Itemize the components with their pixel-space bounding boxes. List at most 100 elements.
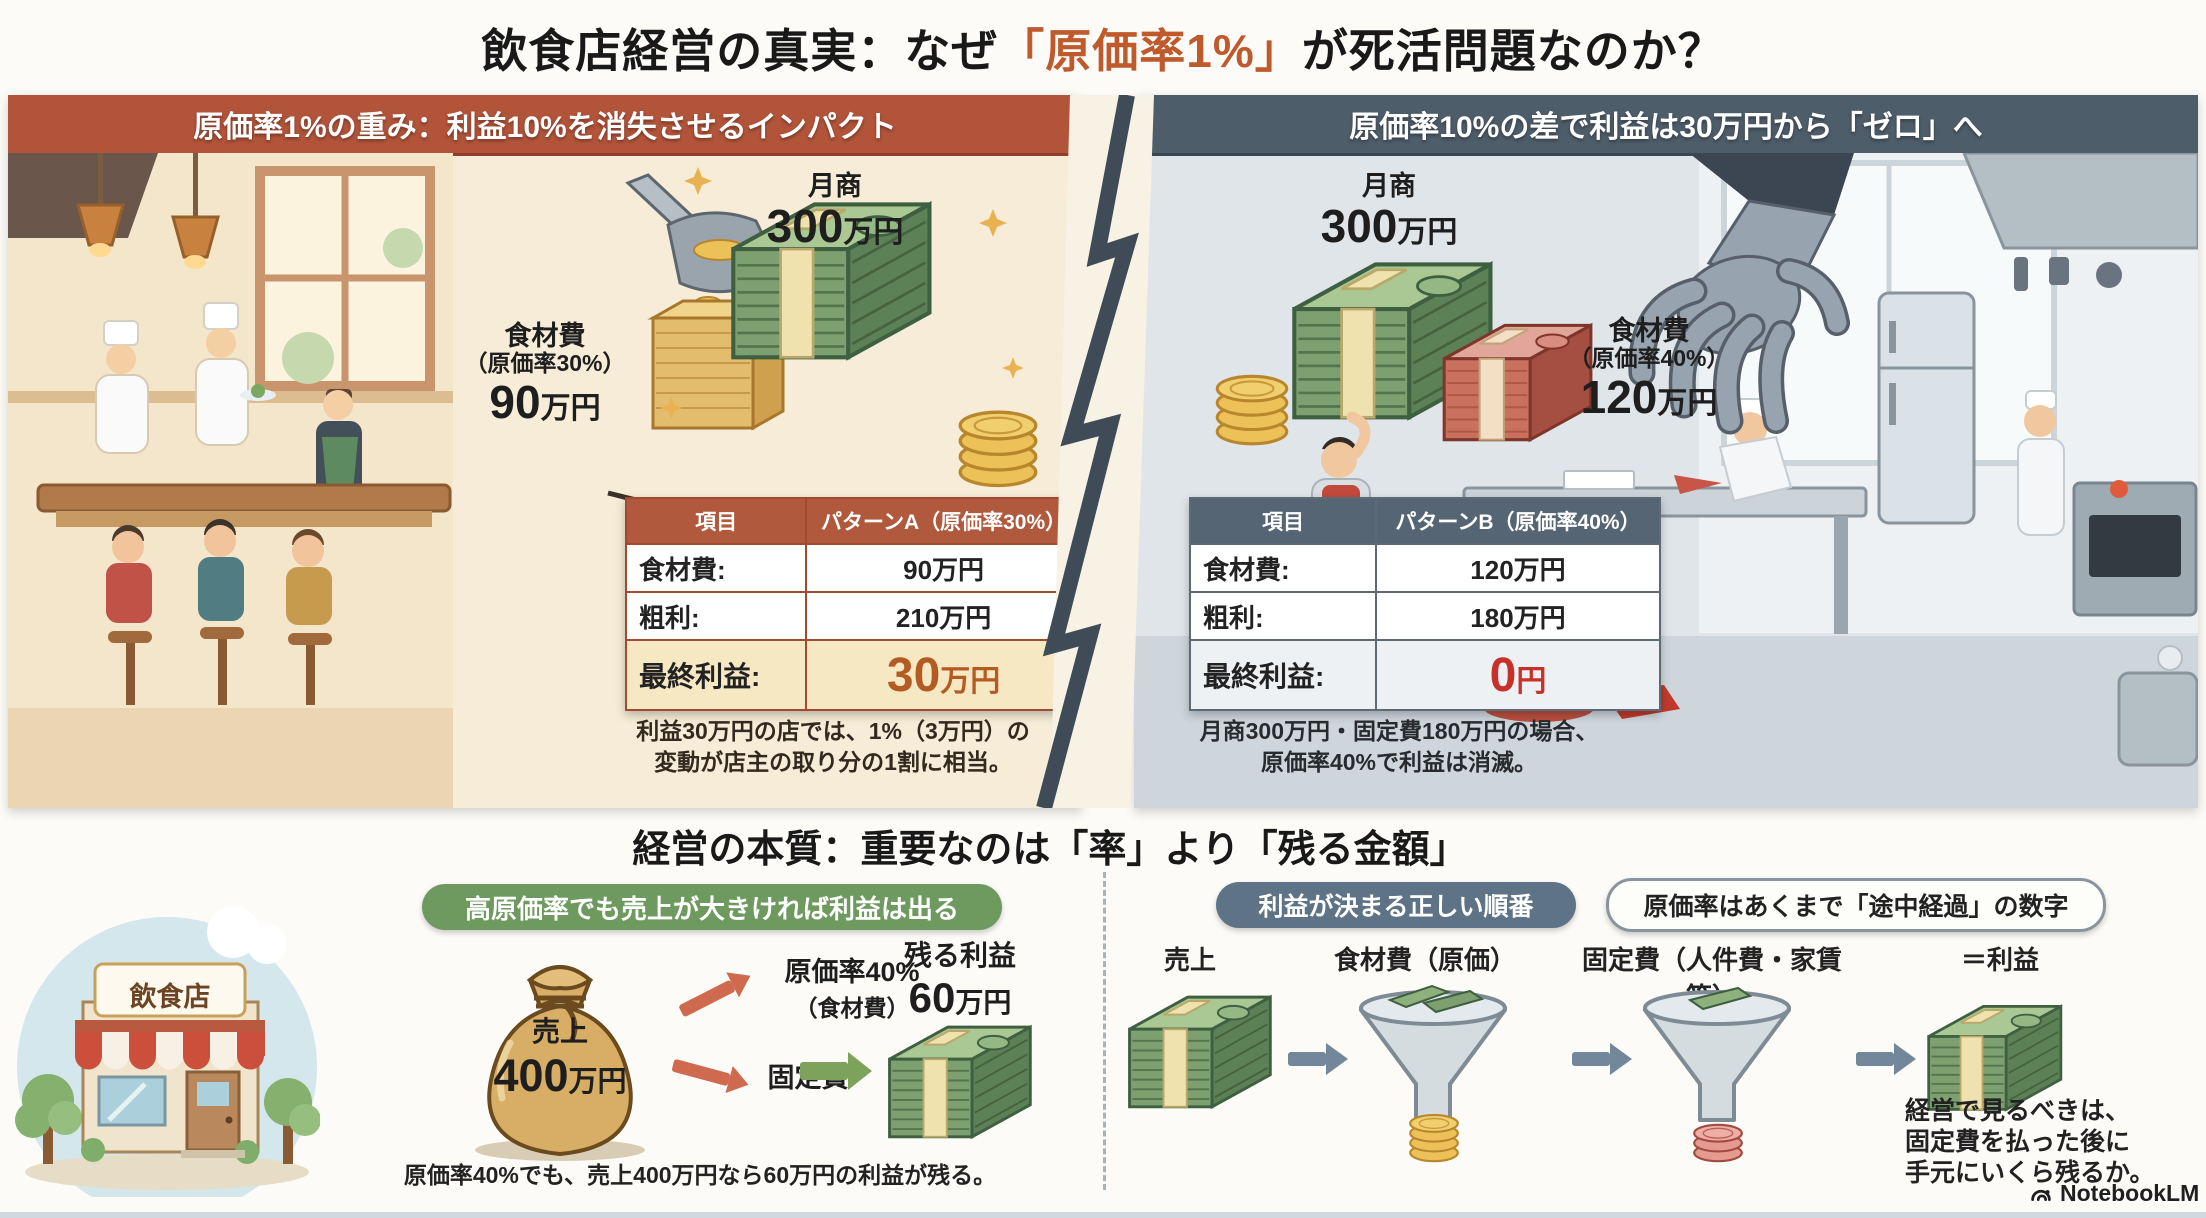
warm-restaurant-scene-illustration	[8, 153, 1038, 808]
left-note-line2: 変動が店主の取り分の1割に相当。	[654, 749, 1012, 775]
right-cost-unit: 万円	[1657, 386, 1718, 420]
row-food-cost-label: 食材費:	[624, 543, 808, 593]
col-pattern-header: パターンA（原価率30%）	[805, 497, 1082, 545]
table-row: 粗利: 180万円	[1189, 591, 1661, 641]
section-divider	[1103, 872, 1106, 1190]
left-panel-note: 利益30万円の店では、1%（3万円）の 変動が店主の取り分の1割に相当。	[608, 716, 1058, 778]
final-profit-label: 最終利益:	[624, 639, 808, 711]
col-item-header: 項目	[624, 497, 808, 545]
bottom-section-title: 経営の本質：重要なのは「率」より「残る金額」	[632, 829, 1468, 871]
notebooklm-logo-icon	[2031, 1189, 2051, 1201]
remaining-profit-label: 残る利益 60万円	[880, 934, 1040, 1022]
page-title-prefix: 飲食店経営の真実：なぜ	[481, 24, 999, 77]
table-row: 食材費: 90万円	[624, 543, 1082, 593]
right-note-line3: 手元にいくら残るか。	[1905, 1159, 2155, 1187]
table-final-row: 最終利益: 0円	[1189, 639, 1661, 711]
bag-unit: 万円	[568, 1066, 627, 1098]
flow-label-food-cost: 食材費（原価）	[1333, 945, 1516, 975]
row-gross-profit-label: 粗利:	[624, 591, 808, 641]
left-food-cost-label: 食材費 （原価率30%） 90万円	[425, 321, 665, 429]
food-cost-funnel-icon	[1359, 984, 1507, 1163]
col-item-header: 項目	[1189, 497, 1377, 545]
row-food-cost-value: 120万円	[1375, 543, 1661, 593]
bottom-edge-strip	[0, 1212, 2206, 1218]
lightning-bolt-divider	[1036, 95, 1154, 808]
left-panel-header: 原価率1%の重み：利益10%を消失させるインパクト	[8, 95, 1082, 156]
flow-arrow-1-icon	[1288, 1043, 1348, 1075]
left-note-line1: 利益30万円の店では、1%（3万円）の	[636, 718, 1030, 744]
left-sales-amount: 300	[766, 200, 844, 253]
right-note-line2: 固定費を払った後に	[1905, 1128, 2131, 1156]
table-row: 食材費: 120万円	[1189, 543, 1661, 593]
flow-label-sales: 売上	[1163, 945, 1216, 975]
right-cost-amount: 120	[1580, 370, 1658, 423]
table-final-row: 最終利益: 30万円	[624, 639, 1082, 711]
cost-rate-40-text: 原価率40%	[784, 957, 920, 987]
flow-label-fixed-cost: 固定費（人件費・家賃等）	[1581, 945, 1842, 1012]
left-cost-amount: 90	[489, 375, 541, 428]
bag-amount: 400	[493, 1050, 569, 1101]
row-gross-profit-value: 210万円	[805, 591, 1082, 641]
bottom-left-note: 原価率40%でも、売上400万円なら60万円の利益が残る。	[403, 1162, 997, 1188]
table-header-row: 項目 パターンA（原価率30%）	[624, 497, 1082, 545]
fixed-cost-funnel-icon	[1643, 986, 1791, 1163]
flow-label-profit: ＝利益	[1960, 945, 2039, 975]
left-cost-unit: 万円	[540, 391, 601, 425]
remaining-profit-unit: 万円	[955, 987, 1012, 1018]
bag-caption: 売上	[531, 1016, 588, 1047]
flow-arrow-2-icon	[1572, 1043, 1632, 1075]
final-profit-unit: 円	[1516, 664, 1547, 698]
title-band: 飲食店経営の真実：なぜ「原価率1%」が死活問題なのか？	[0, 0, 2206, 95]
arrow-to-fixed-cost-icon	[671, 1058, 731, 1087]
remaining-profit-caption: 残る利益	[903, 940, 1016, 971]
cost-rate-40-label: 原価率40% （食材費）	[752, 950, 952, 1023]
left-monthly-sales-label: 月商 300万円	[735, 171, 935, 253]
arrow-to-cost-rate-icon	[678, 979, 736, 1018]
right-panel: 原価率10%の差で利益は30万円から「ゼロ」へ	[1134, 95, 2198, 808]
right-note-line2: 原価率40%で利益は消滅。	[1260, 749, 1538, 775]
profit-order-badge: 利益が決まる正しい順番	[1216, 882, 1576, 928]
bottom-right-note: 経営で見るべきは、 固定費を払った後に 手元にいくら残るか。	[1905, 1096, 2205, 1189]
high-cost-rate-badge: 高原価率でも売上が大きければ利益は出る	[422, 884, 1002, 930]
right-cost-subcaption: （原価率40%）	[1568, 345, 1730, 372]
row-food-cost-value: 90万円	[805, 543, 1082, 593]
arrow-to-profit-icon	[800, 1052, 872, 1090]
right-monthly-sales-label: 月商 300万円	[1289, 171, 1489, 253]
final-profit-label: 最終利益:	[1189, 639, 1377, 711]
final-profit-amount: 30	[886, 648, 941, 702]
left-comparison-table: 項目 パターンA（原価率30%） 食材費: 90万円 粗利: 210万円 最終利…	[624, 497, 1082, 711]
col-pattern-header: パターンB（原価率40%）	[1375, 497, 1661, 545]
right-cost-caption: 食材費	[1608, 316, 1690, 346]
left-panel: 原価率1%の重み：利益10%を消失させるインパクト	[8, 95, 1082, 808]
bag-amount-label: 売上 400万円	[470, 1010, 650, 1102]
flow-arrow-3-icon	[1856, 1043, 1916, 1075]
row-food-cost-label: 食材費:	[1189, 543, 1377, 593]
left-cost-caption: 食材費	[504, 321, 586, 351]
table-row: 粗利: 210万円	[624, 591, 1082, 641]
watermark-text: NotebookLM	[2060, 1180, 2200, 1206]
right-comparison-table: 項目 パターンB（原価率40%） 食材費: 120万円 粗利: 180万円 最終…	[1189, 497, 1661, 711]
cost-rate-interim-badge: 原価率はあくまで「途中経過」の数字	[1606, 878, 2106, 932]
profit-money-stack-icon	[875, 1015, 1040, 1147]
table-header-row: 項目 パターンB（原価率40%）	[1189, 497, 1661, 545]
final-profit-unit: 万円	[940, 664, 1001, 698]
storefront-illustration	[15, 906, 320, 1197]
right-panel-header: 原価率10%の差で利益は30万円から「ゼロ」へ	[1134, 95, 2198, 156]
right-food-cost-label: 食材費 （原価率40%） 120万円	[1539, 316, 1759, 424]
left-cost-subcaption: （原価率30%）	[464, 350, 626, 377]
left-sales-caption: 月商	[808, 171, 862, 201]
right-sales-amount: 300	[1320, 200, 1398, 253]
right-panel-note: 月商300万円・固定費180万円の場合、 原価率40%で利益は消滅。	[1174, 716, 1624, 778]
right-sales-unit: 万円	[1397, 216, 1458, 250]
cost-rate-40-sub: （食材費）	[794, 995, 910, 1021]
right-note-line1: 経営で見るべきは、	[1905, 1097, 2131, 1125]
right-sales-caption: 月商	[1362, 171, 1416, 201]
row-gross-profit-value: 180万円	[1375, 591, 1661, 641]
watermark: NotebookLM	[2028, 1180, 2199, 1207]
flow-sales-stack-icon	[1115, 985, 1280, 1117]
right-note-line1: 月商300万円・固定費180万円の場合、	[1199, 718, 1599, 744]
final-profit-amount: 0	[1489, 648, 1517, 702]
page-title: 飲食店経営の真実：なぜ「原価率1%」が死活問題なのか？	[481, 15, 1724, 81]
storefront-sign: 飲食店	[129, 982, 211, 1012]
